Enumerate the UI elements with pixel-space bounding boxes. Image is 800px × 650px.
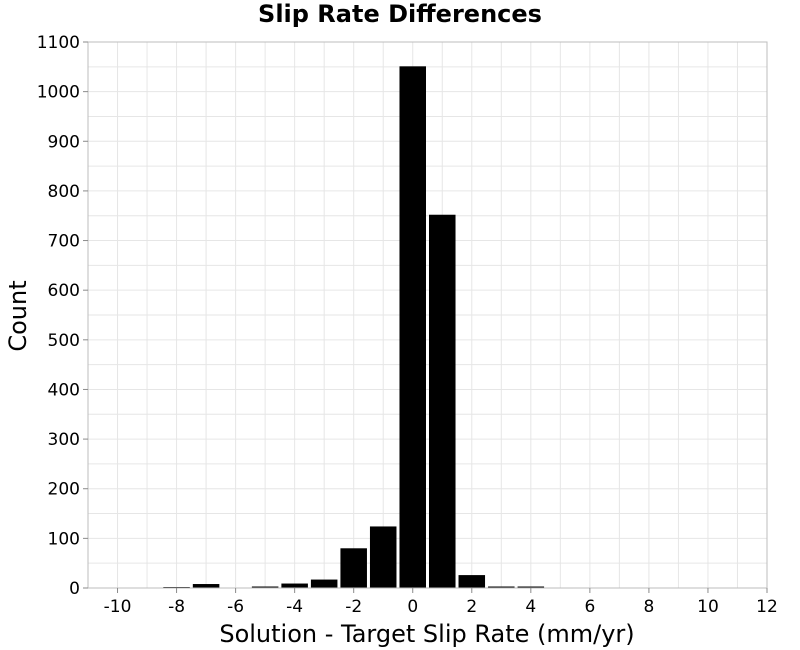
x-tick-label: 8 [643, 597, 654, 617]
bars [163, 66, 574, 589]
grid [87, 41, 768, 589]
axis-ticks: -10 -8 -6 -4 -2 0 2 4 6 8 10 12 0 100 200 300 400 500 600 7… [37, 33, 778, 617]
y-tick-label: 400 [48, 380, 80, 400]
x-tick-label: -8 [168, 597, 185, 617]
histogram-bar [192, 584, 220, 588]
y-tick-label: 800 [48, 182, 80, 202]
y-tick-label: 500 [48, 331, 80, 351]
x-tick-label: 6 [584, 597, 595, 617]
histogram-bar [369, 526, 397, 588]
y-tick-label: 1000 [37, 83, 80, 103]
y-tick-label: 900 [48, 132, 80, 152]
y-tick-label: 1100 [37, 33, 80, 53]
x-tick-label: 4 [525, 597, 536, 617]
histogram-bar [340, 548, 367, 588]
chart-title: Slip Rate Differences [258, 0, 542, 28]
histogram-bar [517, 586, 545, 588]
y-tick-label: 0 [69, 579, 80, 599]
y-tick-label: 100 [48, 529, 80, 549]
histogram-bar [429, 214, 456, 588]
histogram-bar [310, 579, 338, 588]
x-tick-label: 2 [466, 597, 477, 617]
y-tick-label: 200 [48, 480, 80, 500]
x-tick-label: -6 [227, 597, 244, 617]
histogram-bar [458, 575, 486, 588]
histogram-bar [251, 586, 279, 588]
x-tick-label: 10 [697, 597, 719, 617]
x-tick-label: 0 [407, 597, 418, 617]
x-tick-label: 12 [756, 597, 778, 617]
histogram-bar [281, 583, 308, 588]
y-tick-label: 700 [48, 232, 80, 252]
histogram-bar [488, 586, 515, 588]
x-axis-label: Solution - Target Slip Rate (mm/yr) [219, 620, 634, 648]
y-tick-label: 300 [48, 430, 80, 450]
y-tick-label: 600 [48, 281, 80, 301]
histogram-bar [399, 66, 426, 588]
x-tick-label: -2 [345, 597, 362, 617]
x-tick-label: -10 [104, 597, 132, 617]
x-tick-label: -4 [286, 597, 303, 617]
y-axis-label: Count [4, 280, 32, 351]
plot-area [87, 41, 768, 589]
